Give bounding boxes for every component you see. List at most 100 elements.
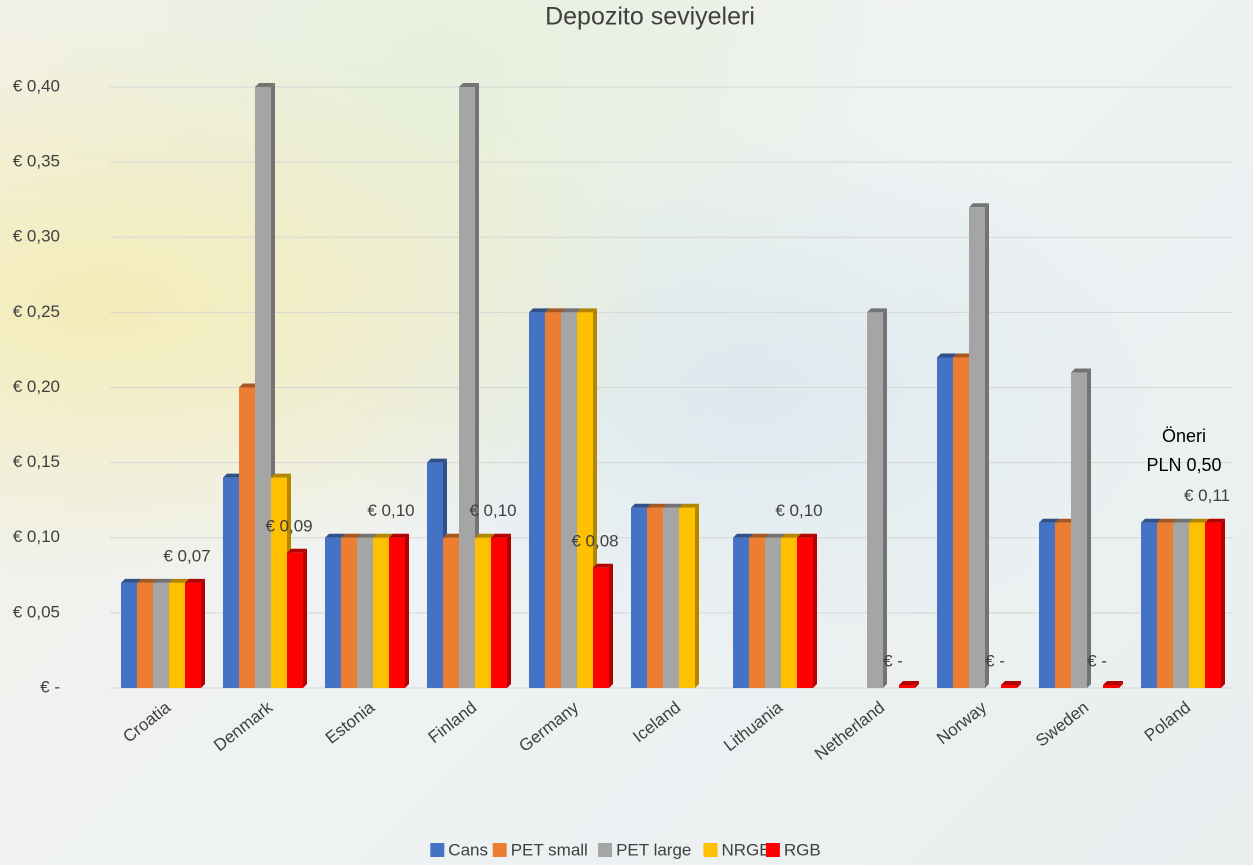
data-label: € 0,07 [163,546,210,565]
legend-label: NRGB [722,840,771,859]
bar-side [507,534,511,688]
x-tick-label: Lithuania [720,697,787,755]
bar-face [631,508,647,688]
bar-face [239,388,255,689]
bar [867,308,887,688]
bar-face [137,583,153,688]
bar [1071,368,1091,688]
data-label: € 0,10 [469,501,516,520]
data-label: € 0,11 [1184,486,1230,505]
bar-face [1189,523,1205,688]
x-tick-label: Germany [515,697,582,755]
bar-face [797,538,813,688]
bar-face [475,538,491,688]
bar-face [1055,523,1071,688]
bar-side [985,203,989,688]
bar [1103,681,1123,688]
bar-face [223,478,239,688]
bar-face [1141,523,1157,688]
bar-face [545,312,561,688]
bar [287,549,307,688]
bar-face [679,508,695,688]
y-tick-label: € 0,30 [13,227,60,246]
bar-face [121,583,137,688]
legend-swatch [430,843,444,857]
bar-face [255,87,271,688]
legend-label: PET small [511,840,588,859]
bar-face [969,207,985,688]
bar [491,534,511,688]
bar-face [781,538,797,688]
x-tick-label: Norway [933,697,990,748]
bar-face [491,538,507,688]
x-tick-label: Poland [1141,698,1194,746]
legend-label: Cans [448,840,488,859]
x-tick-label: Netherland [811,698,888,764]
bar [185,579,205,688]
data-label: € 0,09 [265,516,312,535]
bar [1001,681,1021,688]
bar-side [1087,368,1091,688]
x-tick-label: Finland [425,698,481,747]
legend-swatch [598,843,612,857]
bar [389,534,409,688]
legend-swatch [493,843,507,857]
bar-face [287,553,303,688]
bar [969,203,989,688]
y-tick-label: € 0,15 [13,452,60,471]
chart-title: Depozito seviyeleri [545,3,755,31]
bar-side [201,579,205,688]
bar-face [577,312,593,688]
bar-face [593,568,609,688]
bar-face [1103,685,1119,688]
data-label: € 0,10 [367,501,414,520]
x-tick-label: Sweden [1032,698,1092,751]
annotation: PLN 0,50 [1146,455,1221,475]
bar [797,534,817,688]
bar [679,504,699,688]
bar-face [427,463,443,688]
bar-face [733,538,749,688]
bar-side [609,564,613,688]
legend-label: RGB [784,840,821,859]
page: Depozito seviyeleri € - € 0,05 € 0,10 € 0,1… [0,0,1253,865]
y-tick-label: € - [40,677,60,696]
bar-face [169,583,185,688]
bar-face [1205,523,1221,688]
x-tick-label: Denmark [210,697,276,755]
y-tick-label: € 0,25 [13,302,60,321]
legend-label: PET large [616,840,691,859]
bar-side [695,504,699,688]
bar-face [153,583,169,688]
bar-side [883,308,887,688]
bar-face [953,357,969,688]
bar [1205,519,1225,688]
bar-face [341,538,357,688]
bar-face [561,312,577,688]
y-tick-label: € 0,05 [13,602,60,621]
bar-face [357,538,373,688]
y-tick-label: € 0,20 [13,377,60,396]
bar-face [1173,523,1189,688]
bar-face [1071,372,1087,688]
bar [593,564,613,688]
y-tick-label: € 0,10 [13,527,60,546]
bar-side [303,549,307,688]
legend-swatch [766,843,780,857]
bar-face [185,583,201,688]
bar-face [937,357,953,688]
x-tick-label: Croatia [119,697,174,746]
annotation: Öneri [1162,426,1206,446]
data-label: € 0,08 [571,531,618,550]
data-label: € 0,10 [775,501,822,520]
bar-face [647,508,663,688]
bar-side [1221,519,1225,688]
bar-face [389,538,405,688]
bar-face [1039,523,1055,688]
bar-face [325,538,341,688]
bar-face [271,478,287,688]
bar-face [1001,685,1017,688]
bar-face [867,312,883,688]
bar-face [459,87,475,688]
bar-face [765,538,781,688]
